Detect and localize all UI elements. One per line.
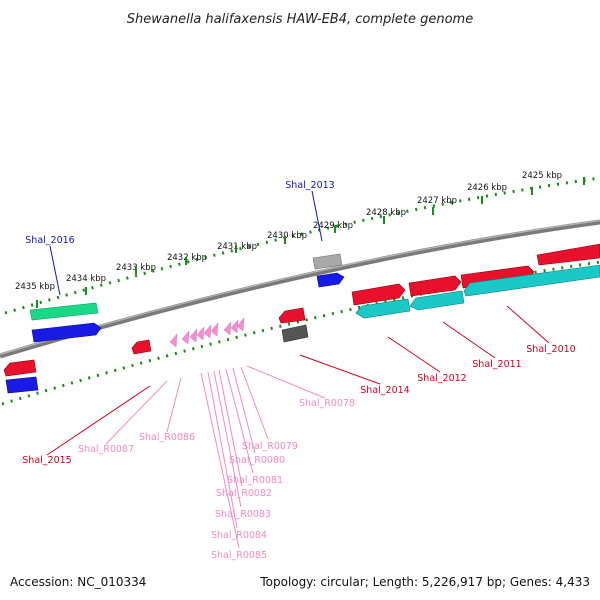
gene-teal-2011[interactable]	[409, 290, 465, 311]
gene-label-shal-r0082[interactable]: Shal_R0082	[216, 488, 272, 499]
gene-shal-2013-gray[interactable]	[312, 253, 343, 270]
gene-labels: Shal_2016 Shal_2013 Shal_2015 Shal_2014 Shal…	[22, 180, 575, 561]
gene-label-shal-r0084[interactable]: Shal_R0084	[211, 530, 267, 541]
connector-shal-r0082	[218, 369, 243, 487]
gene-teal-2010[interactable]	[463, 264, 600, 297]
trna-arrow-2[interactable]	[181, 330, 190, 345]
connector-shal-r0083	[213, 370, 242, 508]
connector-shal-2014	[299, 354, 381, 385]
connector-shal-2010	[506, 305, 550, 344]
connector-shal-r0080	[232, 367, 256, 454]
tick-label-1: 2426 kbp	[467, 183, 507, 193]
gene-shal-2016-green[interactable]	[29, 302, 99, 321]
trna-arrow-1[interactable]	[169, 333, 178, 348]
gene-shal-2014-red[interactable]	[278, 307, 306, 324]
connector-shal-r0079	[240, 366, 269, 440]
gene-shal-2013-blue[interactable]	[316, 272, 345, 288]
gene-label-shal-2014[interactable]: Shal_2014	[360, 385, 409, 396]
connector-shal-r0081	[225, 368, 254, 474]
gene-red-d[interactable]	[536, 243, 600, 266]
tick-layer: 2425 kbp 2426 kbp 2427 kbp 2428 kbp 2429 kbp…	[15, 171, 585, 308]
connector-shal-2012	[387, 336, 441, 373]
gene-shal-2014-gray[interactable]	[281, 324, 309, 343]
gene-label-shal-r0085[interactable]: Shal_R0085	[211, 550, 267, 561]
gene-label-shal-2015[interactable]: Shal_2015	[22, 455, 71, 466]
label-connectors	[46, 190, 550, 549]
connector-shal-r0087	[105, 380, 168, 445]
gene-shal-2015-blue[interactable]	[5, 376, 39, 394]
gene-label-shal-r0081[interactable]: Shal_R0081	[227, 475, 283, 486]
trna-arrow-3[interactable]	[189, 328, 198, 343]
topology-text: Topology: circular; Length: 5,226,917 bp…	[259, 575, 590, 589]
gene-shal-2015-red[interactable]	[3, 359, 37, 377]
gene-label-shal-r0080[interactable]: Shal_R0080	[229, 455, 285, 466]
connector-shal-2015	[46, 385, 151, 456]
gene-label-shal-r0087[interactable]: Shal_R0087	[78, 444, 134, 455]
tick-label-3: 2428 kbp	[366, 208, 406, 218]
trna-arrow-9[interactable]	[236, 317, 245, 332]
gene-label-shal-2011[interactable]: Shal_2011	[472, 359, 521, 370]
trna-arrow-8[interactable]	[230, 319, 239, 334]
trna-arrow-6[interactable]	[210, 322, 219, 337]
outer-ruler	[4, 176, 600, 315]
tick-label-5: 2430 kbp	[267, 231, 307, 241]
gene-label-shal-r0079[interactable]: Shal_R0079	[242, 441, 298, 452]
connector-shal-r0086	[166, 377, 182, 433]
gene-label-shal-r0078[interactable]: Shal_R0078	[299, 398, 355, 409]
tick-label-2: 2427 kbp	[417, 196, 457, 206]
tick-label-10: 2435 kbp	[15, 282, 55, 292]
gene-label-shal-2016[interactable]: Shal_2016	[25, 235, 74, 246]
gene-label-shal-2013[interactable]: Shal_2013	[285, 180, 334, 191]
tick-label-9: 2434 kbp	[66, 274, 106, 284]
connector-shal-2011	[442, 321, 496, 359]
connector-shal-r0084	[207, 371, 238, 529]
gene-red-small[interactable]	[131, 339, 152, 355]
gene-shal-2016-blue[interactable]	[31, 322, 102, 343]
gene-label-shal-r0083[interactable]: Shal_R0083	[215, 509, 271, 520]
gene-red-b[interactable]	[408, 275, 462, 297]
trna-arrow-7[interactable]	[223, 321, 232, 336]
trna-arrow-5[interactable]	[203, 324, 212, 339]
connector-shal-r0078	[246, 365, 326, 399]
gene-label-shal-2012[interactable]: Shal_2012	[417, 373, 466, 384]
connector-shal-r0085	[200, 372, 240, 549]
features-layer	[3, 243, 600, 394]
gene-teal-2012[interactable]	[355, 298, 411, 319]
gene-label-shal-r0086[interactable]: Shal_R0086	[139, 432, 195, 443]
map-title: Shewanella halifaxensis HAW-EB4, complet…	[127, 12, 473, 27]
accession-text: Accession: NC_010334	[10, 575, 146, 589]
tick-label-0: 2425 kbp	[522, 171, 562, 181]
tick-label-4: 2429 kbp	[313, 221, 353, 231]
connector-shal-2016	[49, 245, 61, 296]
gene-red-a[interactable]	[351, 283, 406, 306]
gene-label-shal-2010[interactable]: Shal_2010	[526, 344, 575, 355]
trna-arrow-4[interactable]	[196, 326, 205, 341]
trna-cluster	[169, 317, 245, 348]
connector-shal-2013	[311, 190, 323, 242]
